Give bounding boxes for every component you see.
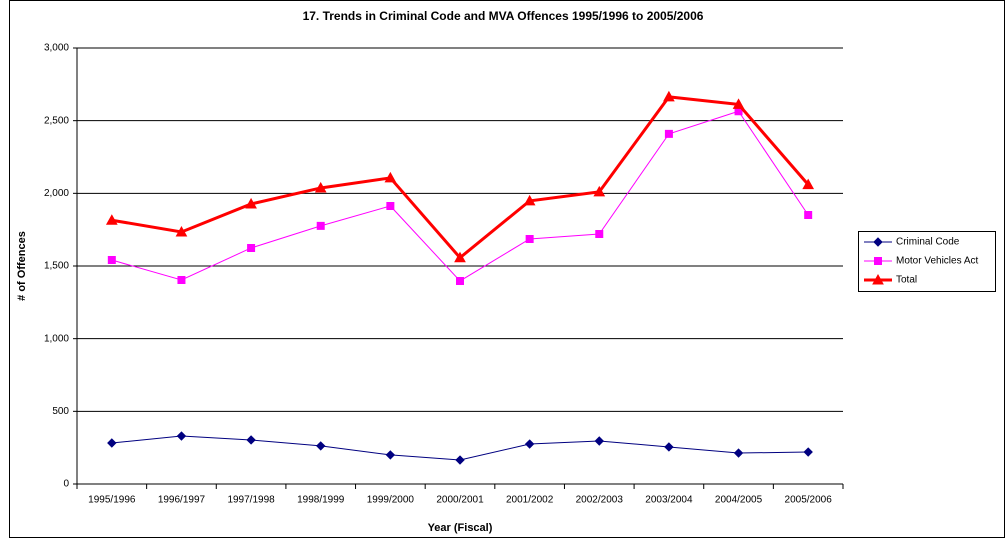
- x-tick-label: 1998/1999: [297, 495, 345, 506]
- marker: [525, 234, 534, 243]
- marker: [802, 178, 815, 190]
- marker: [733, 448, 744, 458]
- marker: [176, 431, 187, 441]
- marker: [454, 251, 466, 263]
- y-tick-label: 2,000: [44, 188, 69, 199]
- y-axis-title: # of Offences: [16, 231, 28, 301]
- marker: [384, 171, 397, 183]
- y-tick-label: 1,500: [44, 261, 69, 272]
- legend-label: Criminal Code: [896, 237, 960, 248]
- x-tick-label: 1999/2000: [367, 495, 415, 506]
- marker: [872, 273, 884, 285]
- marker: [247, 243, 256, 252]
- y-tick-label: 2,500: [44, 115, 69, 126]
- marker: [105, 214, 118, 225]
- marker: [594, 436, 604, 446]
- marker: [455, 455, 465, 465]
- y-tick-label: 1,000: [44, 333, 69, 344]
- marker: [874, 257, 882, 265]
- marker: [595, 230, 604, 239]
- x-tick-label: 2001/2002: [506, 495, 554, 506]
- marker: [245, 197, 257, 209]
- marker: [664, 129, 673, 138]
- marker: [593, 185, 606, 197]
- legend-label: Total: [896, 275, 917, 286]
- marker: [385, 450, 396, 460]
- y-tick-label: 3,000: [44, 43, 69, 54]
- marker: [732, 98, 745, 109]
- x-tick-label: 2002/2003: [576, 495, 624, 506]
- x-axis-title: Year (Fiscal): [428, 522, 493, 534]
- marker: [246, 435, 256, 445]
- marker: [873, 237, 883, 247]
- marker: [523, 194, 536, 206]
- legend-label: Motor Vehicles Act: [896, 256, 978, 267]
- marker: [663, 90, 675, 102]
- marker: [175, 225, 188, 237]
- x-tick-label: 1997/1998: [227, 495, 275, 506]
- marker: [177, 275, 186, 284]
- marker: [314, 181, 327, 193]
- y-tick-label: 0: [63, 479, 69, 490]
- chart-title: 17. Trends in Criminal Code and MVA Offe…: [303, 9, 704, 23]
- marker: [316, 441, 326, 451]
- marker: [107, 256, 116, 265]
- x-tick-label: 2000/2001: [436, 495, 484, 506]
- marker: [804, 210, 813, 219]
- marker: [524, 439, 535, 449]
- marker: [664, 442, 674, 452]
- chart-frame: [9, 0, 1005, 538]
- marker: [456, 276, 464, 285]
- x-tick-label: 1996/1997: [158, 495, 206, 506]
- marker: [316, 221, 325, 230]
- marker: [107, 438, 117, 448]
- x-tick-label: 1995/1996: [88, 495, 136, 506]
- x-tick-label: 2004/2005: [715, 495, 763, 506]
- x-tick-label: 2003/2004: [645, 495, 693, 506]
- marker: [386, 201, 395, 210]
- marker: [803, 447, 813, 457]
- y-tick-label: 500: [52, 406, 69, 417]
- x-tick-label: 2005/2006: [785, 495, 833, 506]
